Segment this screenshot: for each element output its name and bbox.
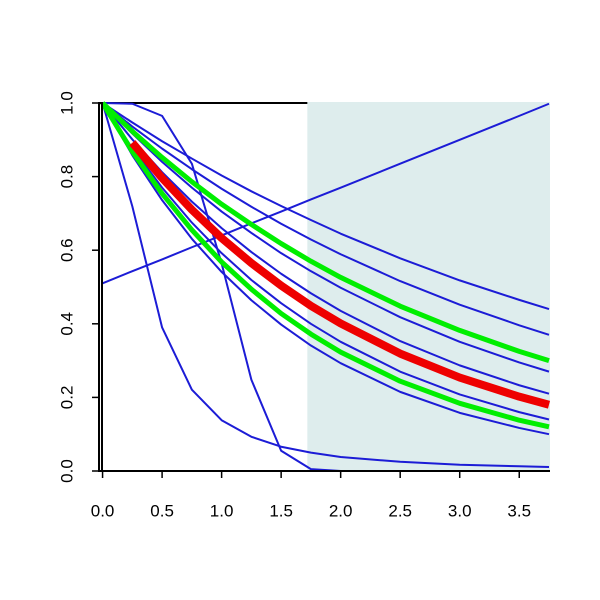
series-line	[101, 102, 550, 336]
x-tick-label: 1.5	[269, 501, 293, 520]
y-tick-label: 0.2	[57, 386, 76, 410]
y-tick-label: 0.6	[57, 238, 76, 262]
y-tick-label: 0.4	[57, 312, 76, 336]
y-tick-label: 1.0	[57, 91, 76, 115]
x-tick-label: 3.5	[507, 501, 531, 520]
series-line	[101, 102, 550, 373]
series-line	[100, 101, 550, 363]
x-tick-label: 0.0	[91, 501, 115, 520]
series-line	[101, 102, 550, 421]
y-tick-label: 0.0	[57, 459, 76, 483]
x-tick-label: 1.0	[210, 501, 234, 520]
x-tick-label: 2.5	[388, 501, 412, 520]
series-line	[100, 101, 550, 430]
series-line	[101, 102, 550, 468]
series-line	[129, 140, 551, 409]
series-line	[101, 102, 550, 436]
series-line	[102, 102, 550, 311]
series-line	[102, 102, 550, 285]
x-tick-label: 0.5	[150, 501, 174, 520]
y-tick-label: 0.8	[57, 165, 76, 189]
x-tick-label: 2.0	[329, 501, 353, 520]
x-tick-label: 3.0	[448, 501, 472, 520]
shaded-region	[307, 102, 550, 470]
